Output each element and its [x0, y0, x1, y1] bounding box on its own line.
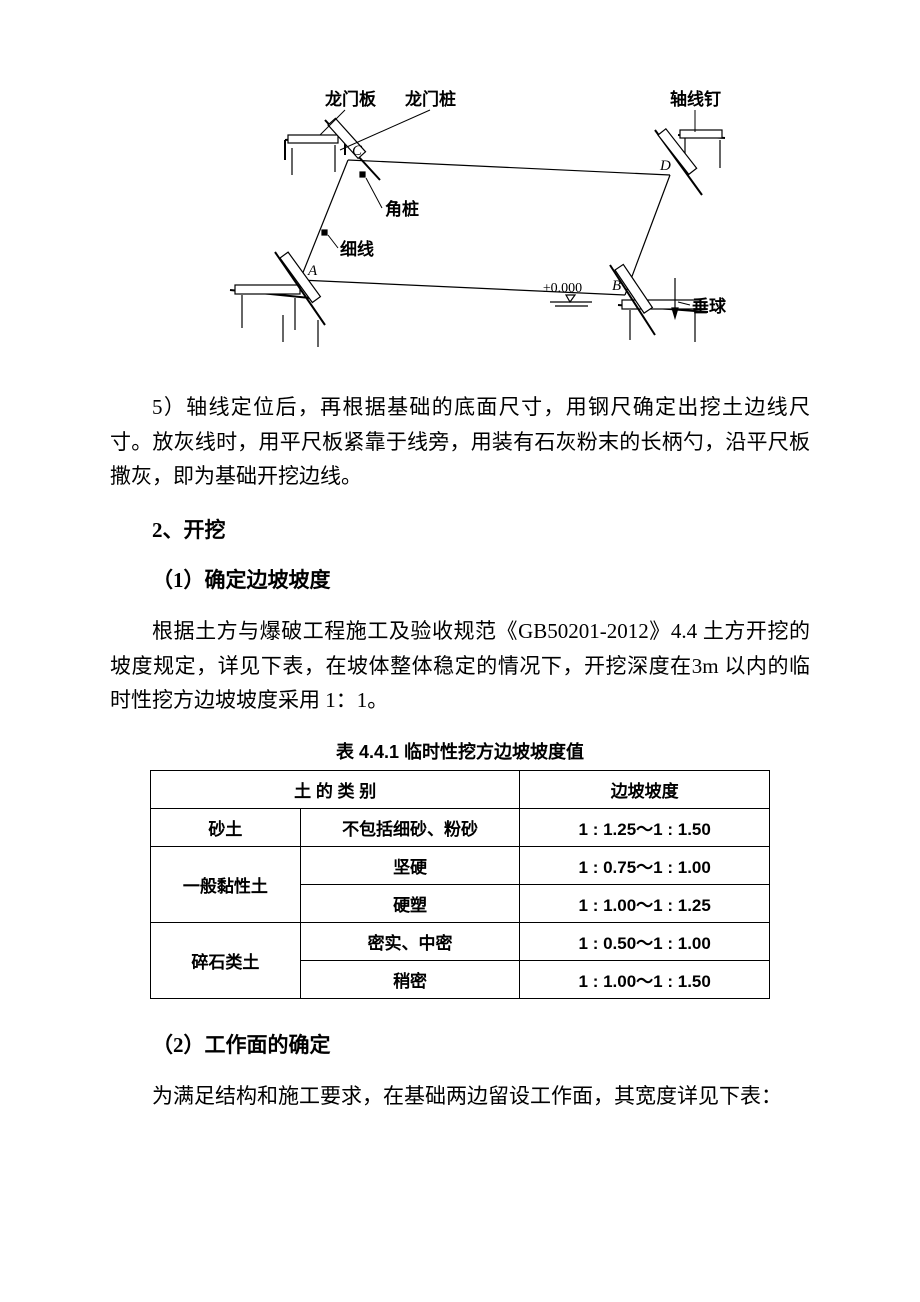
- label-longmenzhuang: 龙门桩: [404, 89, 456, 109]
- point-d-label: D: [659, 158, 671, 174]
- axis-diagram: A B C D 龙门板 龙门桩 轴线钉 角桩 细线 垂球 ±0.000: [180, 80, 740, 355]
- point-a-label: A: [307, 263, 318, 279]
- table-title: 表 4.4.1 临时性挖方边坡坡度值: [110, 738, 810, 764]
- label-elevation: ±0.000: [543, 281, 582, 296]
- label-xixian: 细线: [340, 239, 374, 259]
- table-row: 一般黏性土 坚硬 1 : 0.75～1 : 1.00: [151, 846, 770, 884]
- td-type-sub: 不包括细砂、粉砂: [300, 808, 520, 846]
- td-slope: 1 : 1.00～1 : 1.50: [520, 960, 770, 998]
- td-type-sub: 密实、中密: [300, 922, 520, 960]
- table-row: 砂土 不包括细砂、粉砂 1 : 1.25～1 : 1.50: [151, 808, 770, 846]
- td-slope: 1 : 1.25～1 : 1.50: [520, 808, 770, 846]
- paragraph-workface: 为满足结构和施工要求，在基础两边留设工作面，其宽度详见下表：: [110, 1079, 810, 1114]
- heading-2-2: （2）工作面的确定: [152, 1029, 810, 1059]
- paragraph-slope-spec: 根据土方与爆破工程施工及验收规范《GB50201-2012》4.4 土方开挖的坡…: [110, 614, 810, 718]
- td-type-main: 一般黏性土: [151, 846, 301, 922]
- label-chuiqiu: 垂球: [692, 297, 727, 316]
- heading-2-1: （1）确定边坡坡度: [152, 564, 810, 594]
- td-slope: 1 : 0.75～1 : 1.00: [520, 846, 770, 884]
- td-type-main: 砂土: [151, 808, 301, 846]
- slope-table: 土 的 类 别 边坡坡度 砂土 不包括细砂、粉砂 1 : 1.25～1 : 1.…: [150, 770, 770, 999]
- diagram-container: A B C D 龙门板 龙门桩 轴线钉 角桩 细线 垂球 ±0.000: [110, 80, 810, 355]
- td-type-sub: 稍密: [300, 960, 520, 998]
- table-header-row: 土 的 类 别 边坡坡度: [151, 770, 770, 808]
- table-row: 碎石类土 密实、中密 1 : 0.50～1 : 1.00: [151, 922, 770, 960]
- paragraph-5: 5）轴线定位后，再根据基础的底面尺寸，用钢尺确定出挖土边线尺寸。放灰线时，用平尺…: [110, 390, 810, 494]
- td-slope: 1 : 1.00～1 : 1.25: [520, 884, 770, 922]
- th-type: 土 的 类 别: [151, 770, 520, 808]
- point-b-label: B: [612, 278, 621, 294]
- td-type-sub: 硬塑: [300, 884, 520, 922]
- heading-2: 2、开挖: [152, 514, 810, 544]
- td-type-sub: 坚硬: [300, 846, 520, 884]
- label-zhouxianding: 轴线钉: [670, 89, 721, 109]
- th-slope: 边坡坡度: [520, 770, 770, 808]
- td-slope: 1 : 0.50～1 : 1.00: [520, 922, 770, 960]
- point-c-label: C: [352, 143, 363, 159]
- label-jiaozhuang: 角桩: [385, 199, 419, 219]
- label-longmenban: 龙门板: [324, 89, 377, 109]
- td-type-main: 碎石类土: [151, 922, 301, 998]
